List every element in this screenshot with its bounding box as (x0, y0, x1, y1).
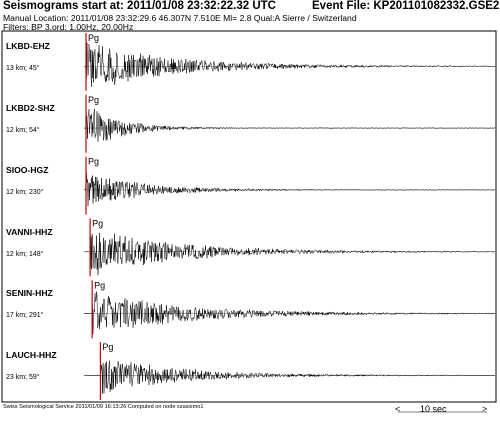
station-distance: 12 km; 230° (6, 188, 44, 196)
plot-frame (1, 30, 497, 403)
chart-title: Seismograms start at: 2011/01/08 23:32:2… (3, 0, 276, 12)
station-distance: 17 km; 291° (6, 312, 44, 320)
pg-pick-label: Pg (92, 219, 103, 229)
waveform-lauch-hhz (83, 360, 496, 394)
footer-credit: Swiss Seismological Service 2011/01/09 1… (3, 404, 204, 410)
filters-line: Filters: BP 3.ord: 1.00Hz, 20.00Hz (3, 22, 134, 32)
scale-right-arrow: > (482, 404, 488, 414)
waveform-sioo-hgz (83, 173, 496, 207)
pg-pick-label: Pg (88, 33, 99, 43)
station-name: SENIN-HHZ (6, 288, 53, 299)
station-name: VANNI-HHZ (6, 226, 53, 237)
scale-left-arrow: < (395, 404, 401, 414)
pg-pick-label: Pg (88, 157, 99, 167)
station-distance: 23 km; 59° (6, 374, 40, 382)
station-name: LKBD-EHZ (6, 41, 50, 51)
station-distance: 12 km; 54° (6, 126, 40, 134)
station-name: LKBD2-SHZ (6, 102, 55, 113)
waveform-lkbd2-shz (83, 108, 496, 142)
event-file-label: Event File: KP201101082332.GSE2 (312, 0, 500, 12)
pg-pick-label: Pg (102, 342, 113, 352)
pg-pick-label: Pg (94, 280, 105, 290)
station-distance: 12 km; 148° (6, 250, 44, 258)
station-distance: 13 km; 45° (6, 65, 40, 72)
location-line: Manual Location: 2011/01/08 23:32:29.6 4… (3, 13, 357, 23)
time-scale-label: 10 sec (420, 404, 447, 414)
waveform-lkbd-ehz (83, 42, 496, 87)
waveform-vanni-hhz (83, 232, 496, 276)
station-name: LAUCH-HHZ (6, 350, 57, 361)
station-name: SIOO-HGZ (6, 164, 49, 175)
pg-pick-label: Pg (88, 95, 99, 105)
waveform-senin-hhz (83, 291, 496, 334)
